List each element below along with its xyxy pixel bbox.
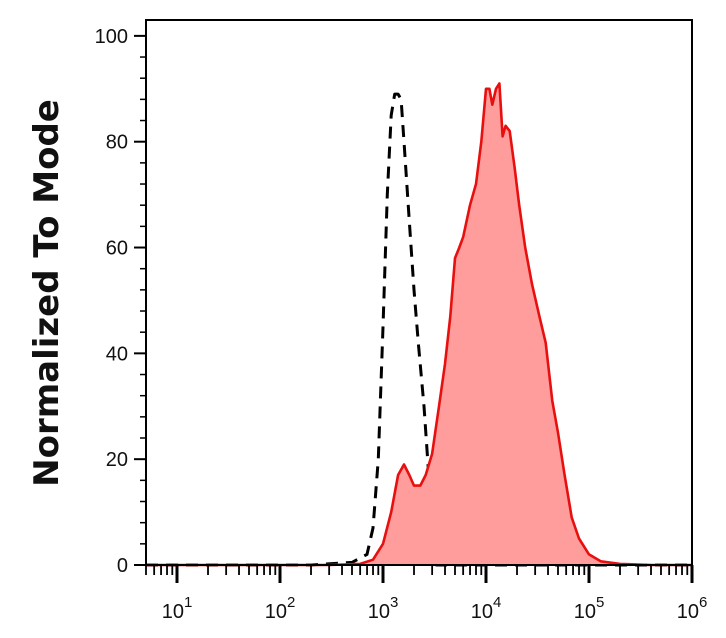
y-tick-label: 100	[95, 26, 128, 48]
series-layer	[146, 82, 692, 567]
x-tick-exponent: 3	[390, 594, 398, 611]
x-tick-exponent: 4	[493, 594, 501, 611]
plot-frame	[145, 19, 693, 566]
x-tick-label: 102	[265, 594, 296, 623]
x-tick-base: 10	[471, 601, 493, 623]
y-tick-label: 60	[106, 238, 128, 260]
x-tick-label: 103	[368, 594, 399, 623]
y-axis-label: Normalized To Mode	[27, 99, 67, 487]
x-tick-base: 10	[162, 601, 184, 623]
y-tick-label: 20	[106, 449, 128, 471]
x-tick-exponent: 5	[596, 594, 604, 611]
x-tick-label: 106	[677, 594, 708, 623]
series-line-0	[146, 92, 692, 567]
x-tick-label: 105	[574, 594, 605, 623]
y-tick-label: 80	[106, 132, 128, 154]
x-tick-exponent: 6	[699, 594, 707, 611]
x-tick-exponent: 1	[184, 594, 192, 611]
x-tick-base: 10	[677, 601, 699, 623]
x-tick-label: 101	[162, 594, 193, 623]
x-tick-base: 10	[368, 601, 390, 623]
y-tick-label: 0	[117, 555, 128, 577]
y-tick-label: 40	[106, 343, 128, 365]
series-line-1	[146, 82, 692, 567]
x-tick-label: 104	[471, 594, 502, 623]
x-tick-exponent: 2	[287, 594, 295, 611]
x-tick-base: 10	[265, 601, 287, 623]
x-tick-base: 10	[574, 601, 596, 623]
series-fill-1	[146, 83, 692, 565]
